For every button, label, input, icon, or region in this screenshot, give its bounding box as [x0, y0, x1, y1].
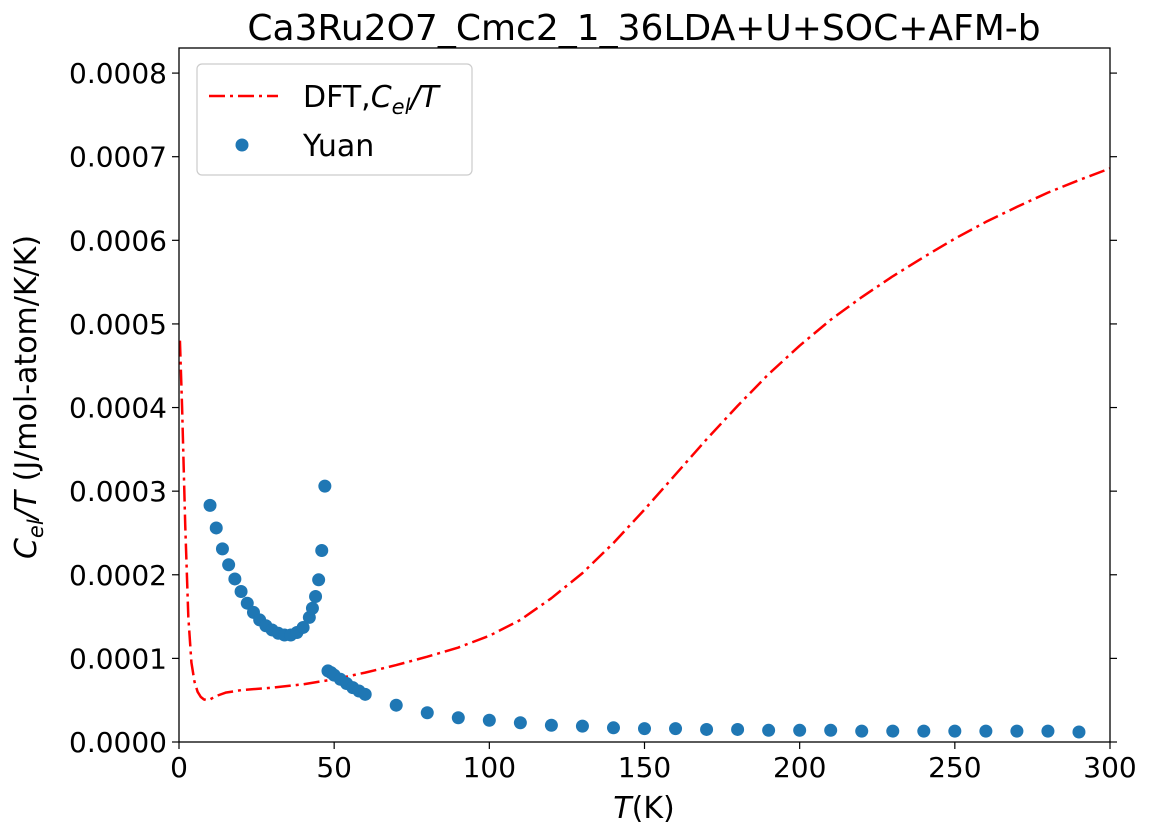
data-point-yuan — [669, 722, 683, 736]
data-point-yuan — [451, 711, 465, 725]
plot-clip-group — [179, 167, 1110, 739]
data-point-yuan — [312, 573, 326, 587]
data-point-yuan — [318, 479, 332, 493]
data-point-yuan — [544, 718, 558, 732]
data-point-yuan — [855, 724, 869, 738]
data-point-yuan — [209, 521, 223, 535]
data-point-yuan — [824, 723, 838, 737]
data-point-yuan — [948, 724, 962, 738]
legend-box — [196, 63, 473, 176]
x-tick-label: 100 — [463, 751, 516, 784]
data-point-yuan — [358, 687, 372, 701]
data-point-yuan — [917, 724, 931, 738]
data-point-yuan — [606, 721, 620, 735]
x-tick-label: 200 — [773, 751, 826, 784]
legend: DFT,Cel/T Yuan — [196, 63, 473, 176]
data-point-yuan — [305, 601, 319, 615]
series-line-dft — [179, 167, 1110, 702]
data-point-yuan — [1041, 724, 1055, 738]
y-tick-label: 0.0001 — [69, 642, 167, 675]
data-point-yuan — [513, 716, 527, 730]
data-point-yuan — [1010, 724, 1024, 738]
legend-swatch-yuan — [235, 138, 249, 152]
x-axis-label: T(K) — [613, 791, 674, 826]
data-point-yuan — [215, 542, 229, 556]
y-axis-label-rest: /T — [9, 488, 44, 522]
data-point-yuan — [1072, 725, 1086, 739]
data-point-yuan — [315, 544, 329, 558]
y-tick-label: 0.0006 — [69, 224, 167, 257]
data-point-yuan — [389, 698, 403, 712]
chart-title: Ca3Ru2O7_Cmc2_1_36LDA+U+SOC+AFM-b — [247, 8, 1040, 49]
y-axis-label-c: C — [9, 538, 44, 559]
data-point-yuan — [886, 724, 900, 738]
data-point-yuan — [482, 713, 496, 727]
x-tick-label: 300 — [1083, 751, 1136, 784]
data-point-yuan — [296, 620, 310, 634]
legend-label-dft-c: C — [371, 80, 392, 115]
y-tick-label: 0.0003 — [69, 475, 167, 508]
legend-label-dft-prefix: DFT, — [303, 80, 371, 115]
y-tick-label: 0.0002 — [69, 559, 167, 592]
axes-frame — [178, 47, 1111, 743]
data-point-yuan — [700, 722, 714, 736]
x-tick-label: 0 — [170, 751, 188, 784]
data-point-yuan — [222, 558, 236, 572]
data-point-yuan — [203, 498, 217, 512]
data-point-yuan — [762, 723, 776, 737]
x-axis-label-paren: (K) — [632, 791, 675, 826]
legend-label-yuan: Yuan — [302, 129, 374, 164]
data-point-yuan — [234, 584, 248, 598]
legend-label-dft-sub: el — [392, 95, 411, 119]
x-tick-label: 250 — [928, 751, 981, 784]
x-tick-label: 150 — [618, 751, 671, 784]
data-point-yuan — [228, 572, 242, 586]
data-point-yuan — [575, 719, 589, 733]
legend-label-dft-rest: /T — [407, 80, 441, 115]
data-point-yuan — [638, 722, 651, 736]
y-tick-label: 0.0004 — [69, 392, 167, 425]
y-tick-label: 0.0005 — [69, 308, 167, 341]
plot-content — [179, 167, 1110, 739]
data-point-yuan — [793, 723, 807, 737]
data-point-yuan — [979, 724, 993, 738]
x-axis-label-main: T — [613, 791, 634, 826]
tick-layer: 0 50 100 150 200 250 300 0.0000 0.0001 0.0002 0.00… — [69, 57, 1137, 784]
y-tick-label: 0.0008 — [69, 57, 167, 90]
data-point-yuan — [309, 590, 323, 604]
y-tick-label: 0.0007 — [69, 141, 167, 174]
data-point-yuan — [240, 596, 254, 610]
y-axis-label-units: (J/mol-atom/K/K) — [9, 235, 44, 491]
y-tick-label: 0.0000 — [69, 726, 167, 759]
y-axis-label-sub: el — [24, 519, 48, 538]
y-axis-label: Cel/T (J/mol-atom/K/K) — [9, 235, 48, 559]
data-point-yuan — [731, 722, 745, 736]
legend-label-dft: DFT,Cel/T — [303, 80, 442, 119]
x-tick-label: 50 — [316, 751, 352, 784]
data-point-yuan — [420, 706, 434, 720]
